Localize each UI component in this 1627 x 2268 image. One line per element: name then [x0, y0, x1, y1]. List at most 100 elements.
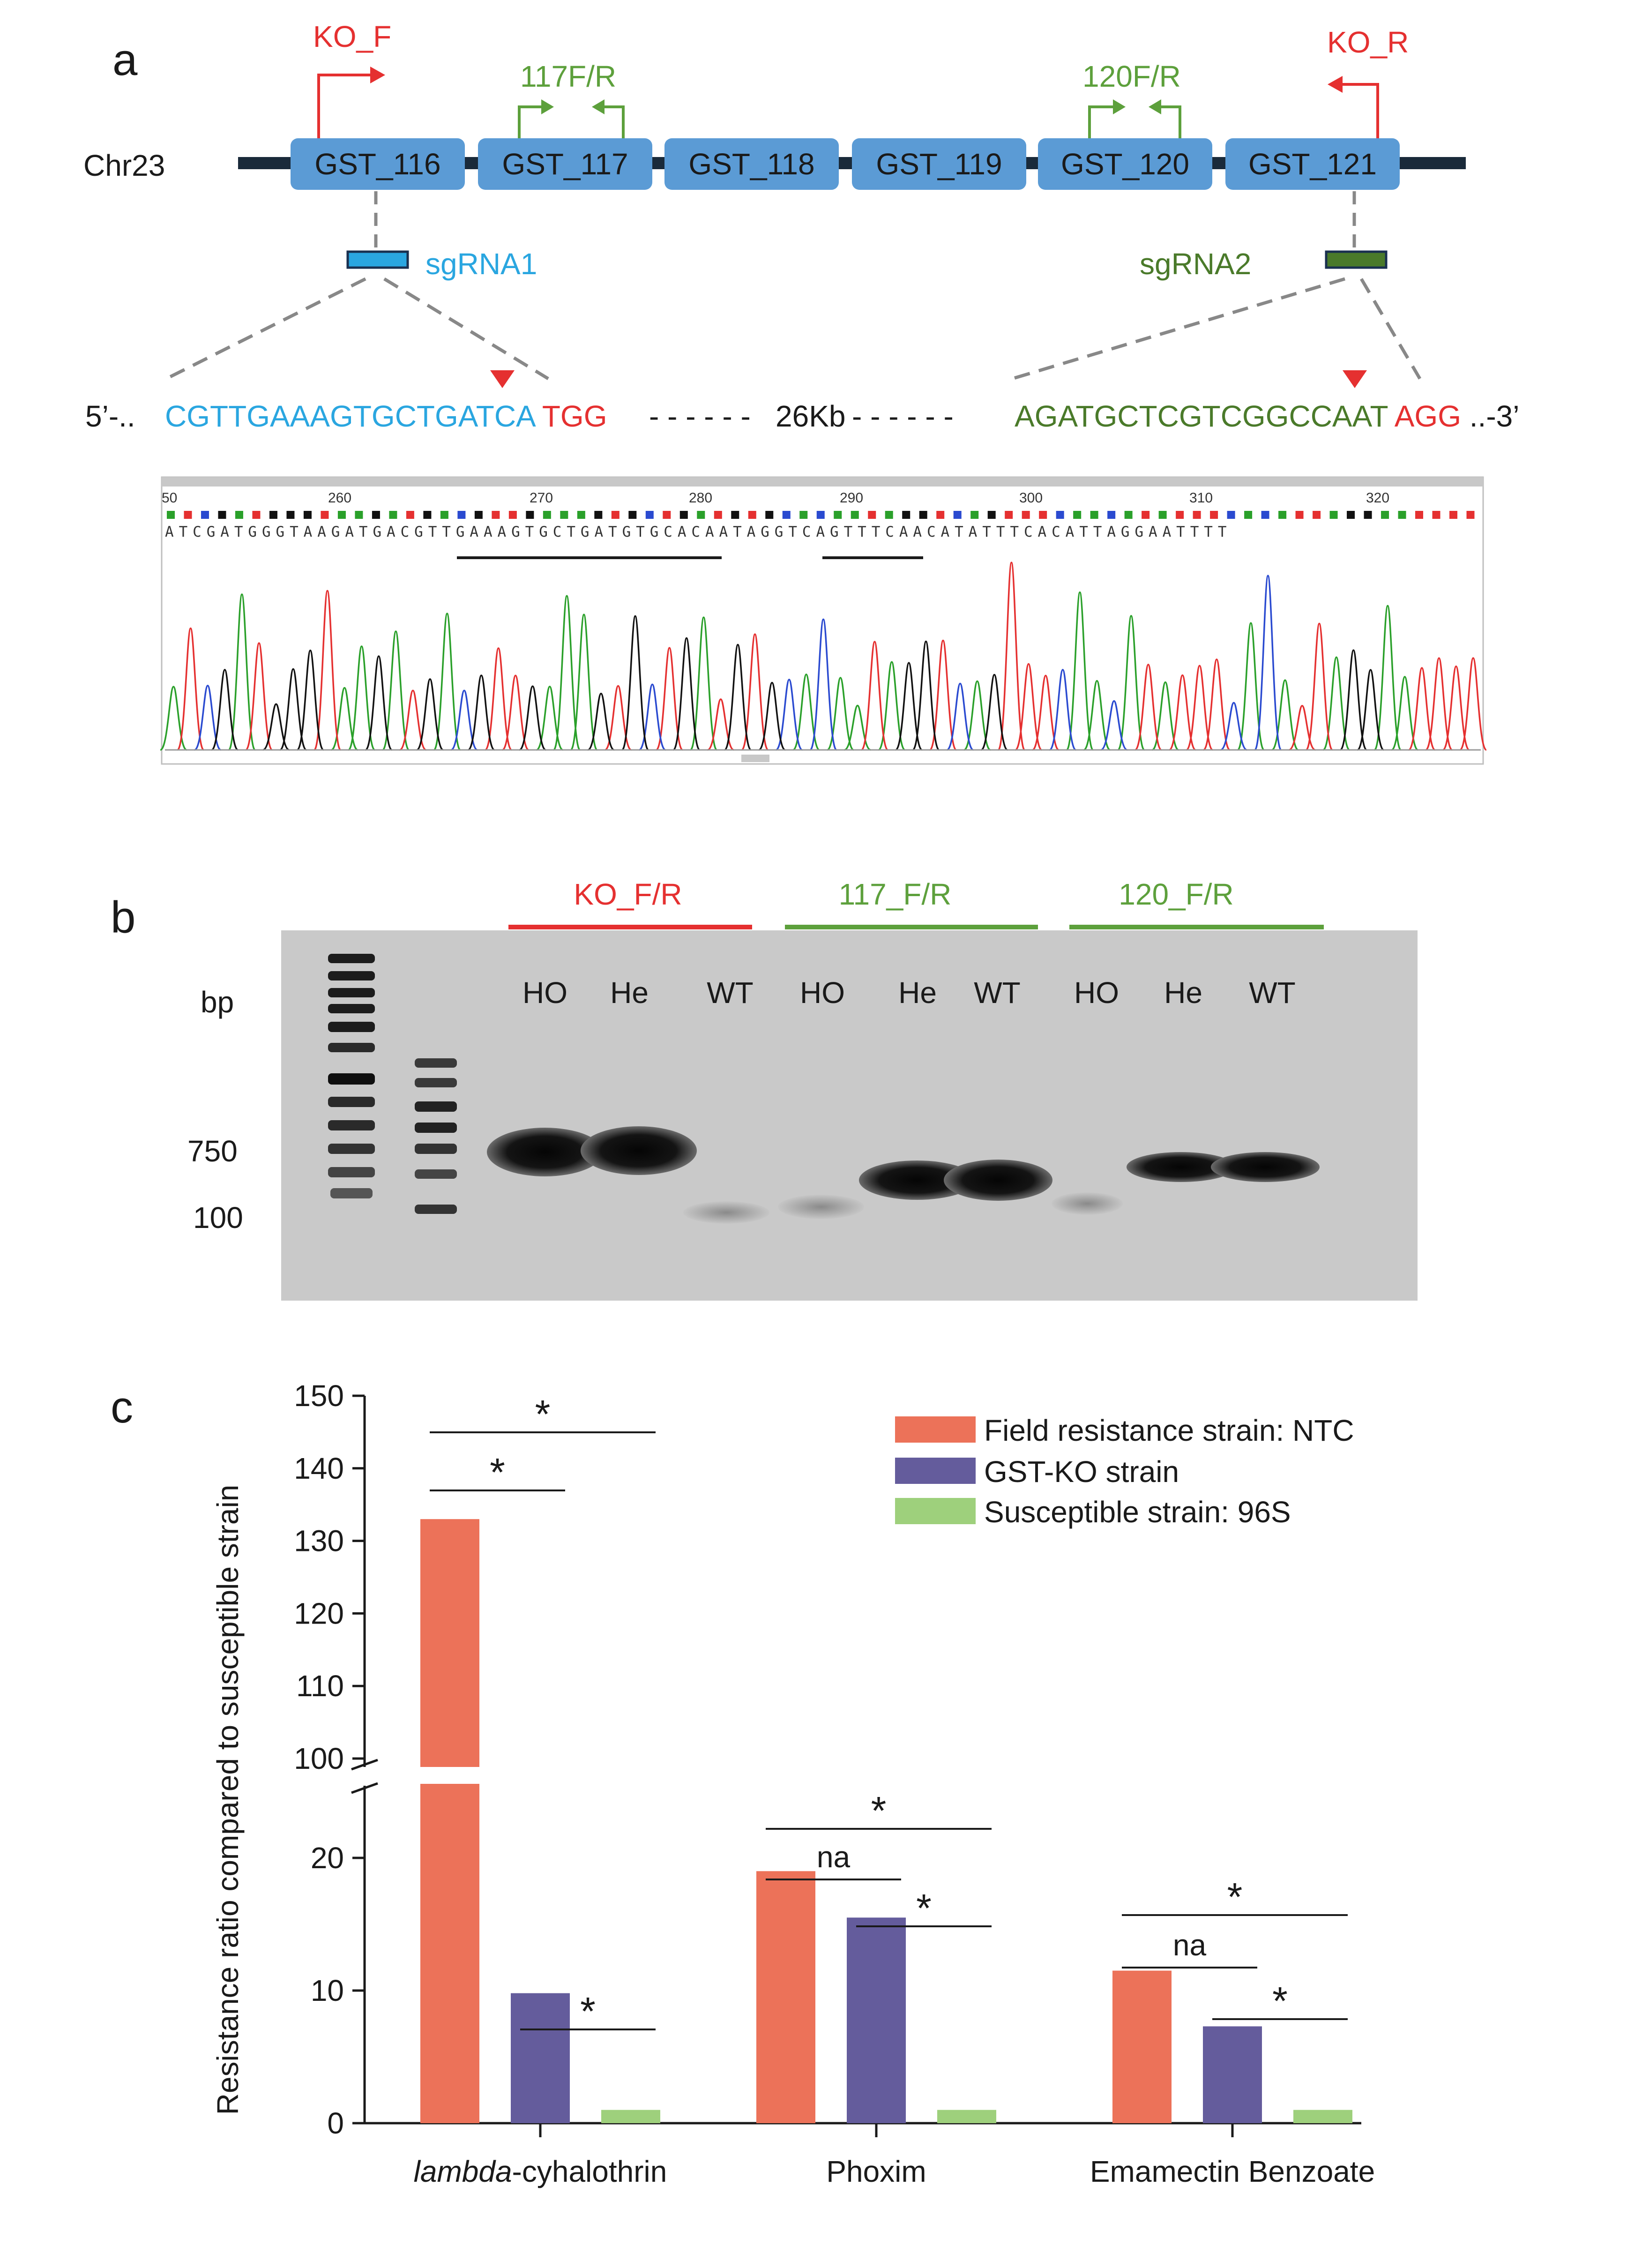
zoom-line-1b	[383, 277, 549, 380]
panel-c: c Resistance ratio compared to susceptib…	[111, 1379, 1375, 2188]
quality-square	[1415, 511, 1424, 519]
category-italic-part: lambda	[414, 2155, 512, 2188]
quality-square	[1295, 511, 1304, 519]
primer-ko-f: KO_F	[313, 20, 391, 138]
legend-label: Susceptible strain: 96S	[984, 1495, 1291, 1529]
gene-gst-116: GST_116	[291, 138, 465, 190]
bar	[511, 1993, 570, 2123]
ruler-tick-label: 290	[840, 490, 863, 506]
primer-120: 120F/R	[1082, 60, 1181, 138]
quality-square	[423, 511, 432, 519]
gel-group-label: KO_F/R	[574, 877, 682, 911]
gel-group-label: 120_F/R	[1119, 877, 1233, 911]
quality-square	[782, 511, 791, 519]
quality-square	[508, 511, 517, 519]
quality-square	[543, 511, 551, 519]
ruler-tick-label: 320	[1366, 490, 1389, 506]
quality-square	[936, 511, 945, 519]
gene-gst-121: GST_121	[1225, 138, 1400, 190]
quality-square	[748, 511, 756, 519]
quality-square	[611, 511, 619, 519]
seq-dash-left: - - - - - -	[649, 399, 751, 433]
chromatogram-scroll-thumb	[741, 755, 769, 762]
trace-A	[160, 591, 1418, 751]
quality-square	[1227, 511, 1235, 519]
quality-square	[885, 511, 893, 519]
quality-square	[201, 511, 209, 519]
gel-group-headers: KO_F/R 117_F/R 120_F/R	[508, 877, 1324, 929]
legend-swatch	[895, 1498, 976, 1524]
quality-square	[235, 511, 243, 519]
band-117-wt	[944, 1160, 1052, 1201]
seq-suffix: ..-3’	[1470, 399, 1520, 433]
significance-label: *	[535, 1392, 551, 1436]
primer-117: 117F/R	[518, 60, 625, 138]
quality-square	[1329, 511, 1338, 519]
gel-lane-label: WT	[1249, 976, 1296, 1010]
significance-label: na	[817, 1840, 851, 1874]
y-tick-label: 10	[311, 1974, 344, 2007]
quality-square	[1176, 511, 1184, 519]
seq-target-1: CGTTGAAAGTGCTGATCA	[165, 399, 536, 433]
gene-box	[291, 138, 465, 190]
chromatogram-ruler: 50 260 270 280 290 300 310 320	[162, 490, 1389, 506]
ruler-tick-label: 300	[1019, 490, 1043, 506]
primer-ko-r-label: KO_R	[1327, 25, 1409, 59]
legend-swatch	[895, 1458, 976, 1484]
gel-group-label: 117_F/R	[839, 877, 952, 911]
primer-117-label: 117F/R	[520, 60, 616, 93]
quality-square	[440, 511, 448, 519]
significance-label: *	[1227, 1875, 1243, 1919]
zoom-line-2b	[1359, 278, 1422, 380]
gene-label: GST_121	[1248, 147, 1377, 181]
significance-label: na	[1173, 1928, 1207, 1962]
sgrna2-box	[1325, 250, 1388, 269]
y-tick-label: 0	[327, 2106, 344, 2140]
ruler-tick-label: 50	[162, 490, 177, 506]
axis-break-mark	[351, 1759, 378, 1771]
gene-gst-119: GST_119	[852, 138, 1026, 190]
bar	[601, 2110, 660, 2123]
gel-lane-label: HO	[522, 976, 567, 1010]
quality-square	[953, 511, 962, 519]
bar-chart: 0 10 20 100 110 120 130 140 150 lambda-cyhalothri…	[294, 1379, 1375, 2188]
quality-square	[1466, 511, 1475, 519]
quality-square	[1039, 511, 1047, 519]
band-117-he	[859, 1160, 975, 1200]
bar	[420, 1519, 479, 1767]
chart-legend: Field resistance strain: NTC GST-KO strai…	[895, 1414, 1354, 1529]
significance-label: *	[580, 1989, 596, 2033]
quality-square	[1107, 511, 1116, 519]
sanger-chromatogram: 50 260 270 280 290 300 310 320 ATCGATGGGTAAGATG…	[160, 476, 1487, 765]
quality-square	[372, 511, 380, 519]
quality-square	[1449, 511, 1458, 519]
quality-square	[167, 511, 175, 519]
primer-ko-r: KO_R	[1327, 25, 1409, 138]
quality-square	[337, 511, 346, 519]
gene-box	[1225, 138, 1400, 190]
y-tick-label: 120	[294, 1596, 344, 1630]
y-axis-label: Resistance ratio compared to susceptible…	[211, 1485, 245, 2115]
quality-square	[1347, 511, 1355, 519]
trace-T	[176, 561, 1487, 751]
band-120-he	[1127, 1152, 1235, 1182]
gel-background	[281, 930, 1418, 1301]
y-tick-label: 110	[296, 1669, 344, 1703]
quality-square	[731, 511, 739, 519]
gene-box	[664, 138, 839, 190]
seq-distance: 26Kb	[776, 399, 845, 433]
quality-square	[218, 511, 226, 519]
y-tick-label: 140	[294, 1452, 344, 1485]
chromatogram-bases: ATCGATGGGTAAGATGACGTTGAAAGTGCTGATGTGCACA…	[165, 524, 1231, 540]
quality-square	[1381, 511, 1389, 519]
y-tick-label: 20	[311, 1841, 344, 1875]
quality-square	[1022, 511, 1030, 519]
gel-lane-labels: HO He WT HO He WT HO He WT	[522, 976, 1296, 1010]
quality-square	[919, 511, 927, 519]
sequence-line: 5’-.. CGTTGAAAGTGCTGATCA TGG - - - - - -…	[85, 399, 1519, 433]
bar	[1293, 2110, 1352, 2123]
ruler-tick-label: 280	[689, 490, 712, 506]
gene-box	[852, 138, 1026, 190]
gel-lane-label: WT	[974, 976, 1021, 1010]
